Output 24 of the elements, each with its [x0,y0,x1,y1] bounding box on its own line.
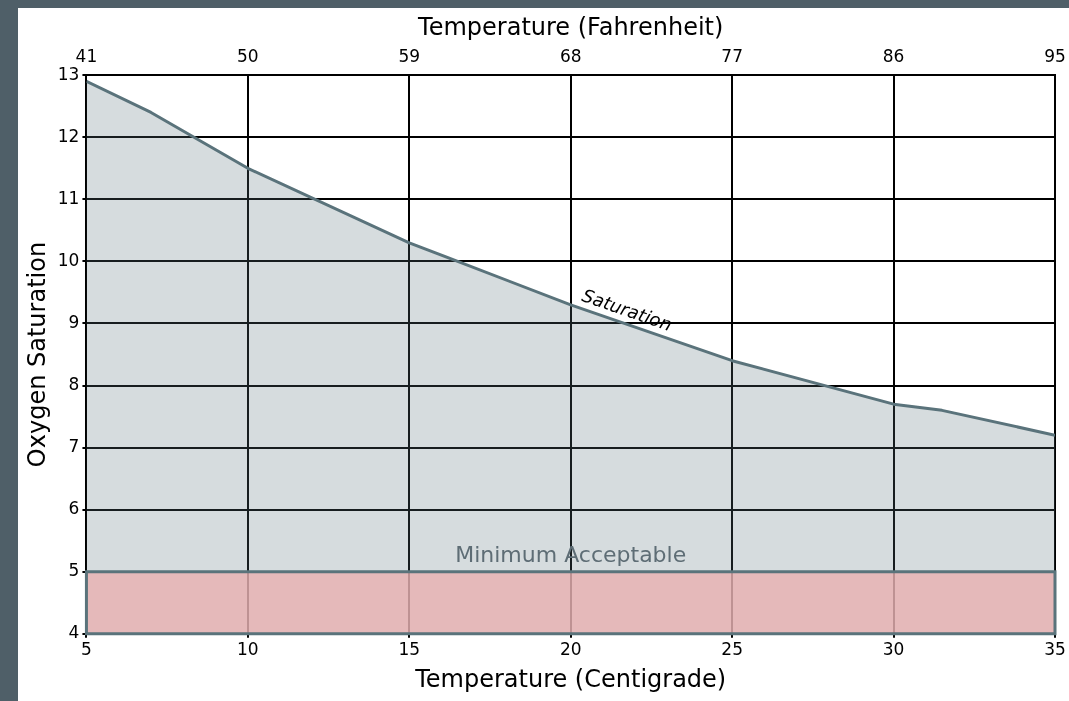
x-axis-title: Temperature (Centigrade) [414,664,727,693]
y-axis-title: Oxygen Saturation [22,241,51,468]
x2-tick-label: 86 [882,46,905,67]
y-tick-label: 11 [57,187,80,208]
x-tick-label: 25 [721,639,743,660]
y-tick-label: 9 [68,311,80,332]
x-tick-label: 15 [398,639,421,660]
x2-tick-label: 59 [398,46,421,67]
x-tick-label: 30 [882,639,905,660]
y-tick-label: 10 [57,249,80,270]
x2-tick-label: 50 [237,46,259,67]
y-tick-label: 6 [68,498,80,519]
x2-tick-label: 68 [559,46,582,67]
x2-tick-label: 77 [721,46,743,67]
x-tick-label: 35 [1044,639,1066,660]
x-tick-label: 10 [237,639,259,660]
y-tick-label: 4 [68,622,80,643]
y-tick-label: 7 [68,436,80,457]
x-tick-label: 20 [559,639,582,660]
y-tick-label: 8 [68,373,80,394]
x2-axis-title: Temperature (Fahrenheit) [417,12,724,41]
y-tick-label: 12 [57,125,80,146]
x2-tick-label: 95 [1044,46,1066,67]
y-tick-label: 5 [68,560,80,581]
